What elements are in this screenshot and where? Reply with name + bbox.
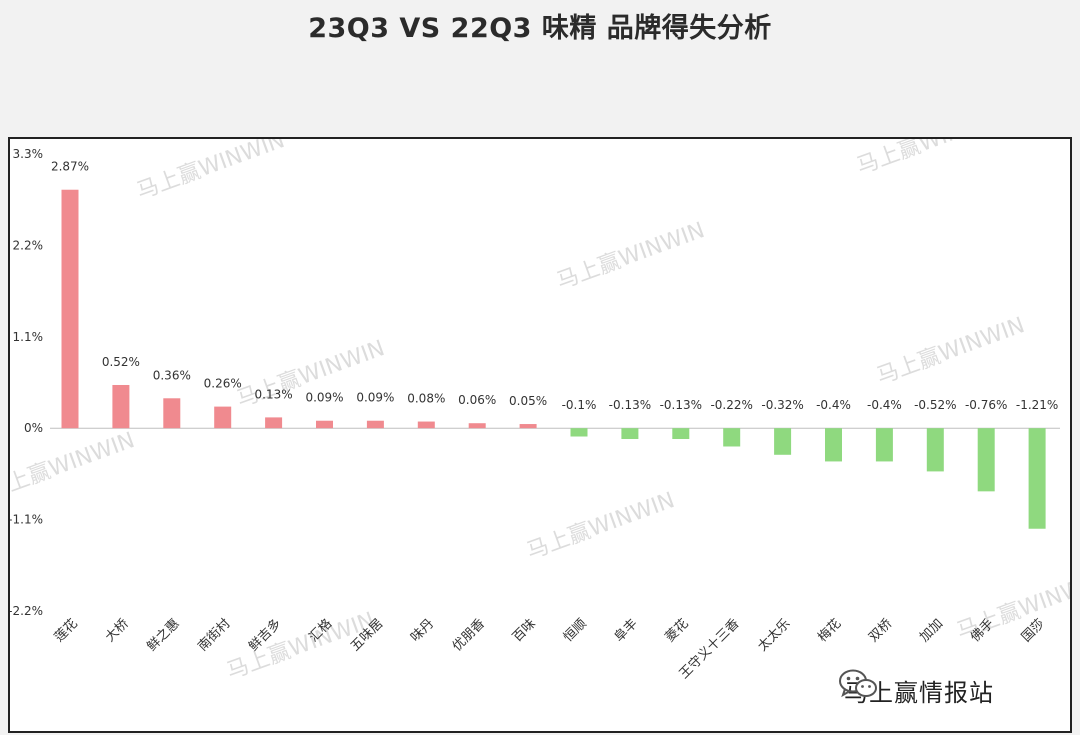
data-label: -0.52%	[914, 398, 956, 412]
x-tick-label: 大桥	[103, 616, 132, 645]
bar	[570, 428, 588, 437]
data-label: 2.87%	[51, 160, 89, 174]
x-tick-label: 阜丰	[611, 616, 641, 646]
bar	[1028, 428, 1046, 529]
bar	[875, 428, 893, 462]
data-label: -0.76%	[965, 398, 1007, 412]
data-label: 0.06%	[458, 393, 496, 407]
watermark-text: 马上赢WINWIN	[524, 488, 679, 565]
x-tick-label: 鲜之惠	[144, 616, 182, 654]
bar	[316, 420, 333, 429]
data-label: -0.1%	[562, 398, 597, 412]
data-label: -0.4%	[867, 398, 902, 412]
data-label: 0.13%	[255, 387, 293, 401]
bar	[672, 428, 690, 440]
watermark-text: 马上赢WINWIN	[10, 428, 138, 505]
chart-title: 23Q3 VS 22Q3 味精 品牌得失分析	[308, 13, 772, 44]
x-tick-label: 菱花	[662, 616, 692, 646]
bar	[977, 428, 995, 492]
data-label: -0.32%	[761, 398, 803, 412]
data-label: 0.09%	[305, 391, 343, 405]
bar	[366, 420, 384, 429]
data-label: 0.05%	[509, 394, 547, 408]
bar	[417, 421, 435, 429]
x-tick-label: 味丹	[408, 616, 437, 645]
data-label: 0.09%	[356, 391, 394, 405]
bar	[723, 428, 741, 447]
data-label: -0.13%	[609, 398, 651, 412]
bar-chart: 马上赢WINWIN 马上赢WINWIN 马上赢WINWIN 马上赢WINWIN 马上赢W…	[10, 139, 1070, 685]
wechat-account-badge: 马上赢情报站	[838, 668, 1000, 712]
bar	[163, 398, 181, 429]
x-tick-label: 梅花	[815, 616, 845, 646]
watermark-text: 马上赢WINWIN	[554, 218, 709, 295]
bar	[926, 428, 944, 472]
x-tick-label: 双桥	[866, 616, 895, 645]
y-tick-label: -1.1%	[10, 513, 43, 527]
bar	[265, 417, 283, 429]
bar	[61, 189, 79, 429]
data-label: 0.36%	[153, 368, 191, 382]
x-tick-label: 恒顺	[561, 616, 590, 645]
bar	[621, 428, 639, 440]
watermark-text: 马上赢WINWIN	[854, 139, 1009, 180]
data-label: 0.26%	[204, 377, 242, 391]
x-tick-label: 优朋香	[450, 616, 488, 654]
x-tick-label: 莲花	[51, 616, 81, 646]
data-label: -0.13%	[660, 398, 702, 412]
bar	[519, 424, 537, 429]
bar	[774, 428, 792, 455]
watermark-text: 马上赢WINWIN	[134, 139, 289, 205]
data-label: -0.4%	[816, 398, 851, 412]
y-tick-label: 2.2%	[13, 238, 44, 252]
y-tick-label: 0%	[24, 421, 43, 435]
x-tick-label: 南街村	[195, 616, 234, 655]
wechat-icon	[839, 669, 877, 698]
x-tick-label: 百味	[510, 616, 539, 645]
x-tick-label: 太太乐	[755, 616, 793, 654]
y-tick-label: 3.3%	[13, 147, 44, 161]
data-label: -0.22%	[710, 398, 752, 412]
data-label: 0.52%	[102, 355, 140, 369]
bar	[468, 423, 486, 429]
data-label: 0.08%	[407, 392, 445, 406]
y-tick-label: 1.1%	[13, 330, 44, 344]
x-tick-label: 加加	[917, 616, 946, 645]
data-label: -1.21%	[1016, 398, 1058, 412]
y-tick-label: -2.2%	[10, 604, 43, 618]
watermark-text: 马上赢WINWIN	[874, 313, 1029, 390]
bar	[825, 428, 842, 462]
bar	[214, 406, 232, 429]
chart-area: 马上赢WINWIN 马上赢WINWIN 马上赢WINWIN 马上赢WINWIN 马上赢W…	[8, 137, 1072, 733]
bar	[112, 384, 130, 429]
